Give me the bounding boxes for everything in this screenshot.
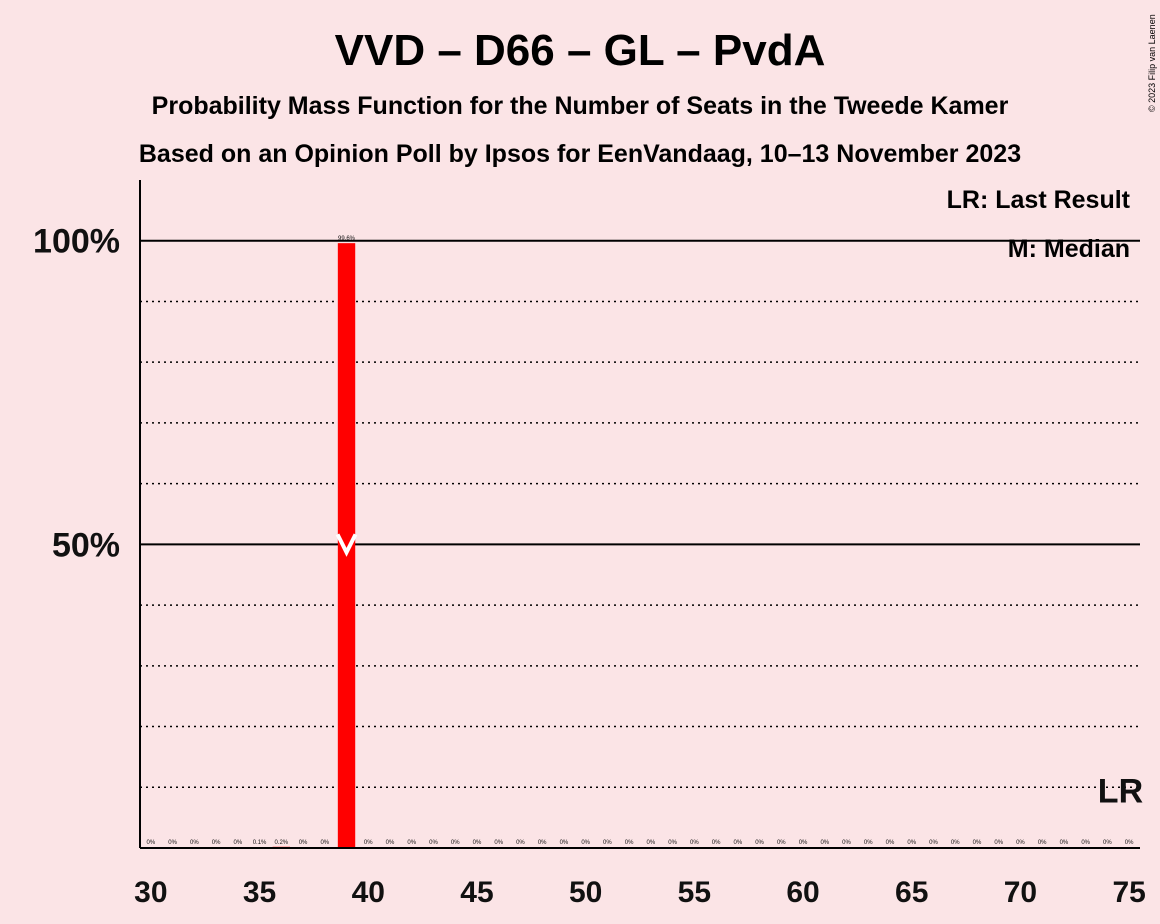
bar-label-64: 0%: [886, 840, 895, 846]
x-tick-label-55: 55: [678, 876, 711, 909]
bar-label-33: 0%: [212, 840, 221, 846]
bar-label-51: 0%: [603, 840, 612, 846]
markers: LR: [335, 533, 1143, 810]
bar-label-38: 0%: [320, 840, 329, 846]
y-tick-label-100: 100%: [33, 223, 120, 261]
bar-label-32: 0%: [190, 840, 199, 846]
bar-label-48: 0%: [538, 840, 547, 846]
bar-label-37: 0%: [299, 840, 308, 846]
bar-label-73: 0%: [1081, 840, 1090, 846]
bar-label-44: 0%: [451, 840, 460, 846]
bar-label-65: 0%: [907, 840, 916, 846]
bar-label-56: 0%: [712, 840, 721, 846]
bar-label-41: 0%: [386, 840, 395, 846]
bar-label-35: 0.1%: [253, 840, 267, 846]
bar-label-42: 0%: [407, 840, 416, 846]
bar-label-30: 0%: [147, 840, 156, 846]
bar-label-75: 0%: [1125, 840, 1134, 846]
bar-label-55: 0%: [690, 840, 699, 846]
bar-label-47: 0%: [516, 840, 525, 846]
bar-label-58: 0%: [755, 840, 764, 846]
x-tick-label-70: 70: [1004, 876, 1037, 909]
bar-label-69: 0%: [994, 840, 1003, 846]
bar-label-34: 0%: [233, 840, 242, 846]
x-axis: 30 35 40 45 50 55 60 65 70 75: [134, 847, 1146, 909]
chart-subtitle-2: Based on an Opinion Poll by Ipsos for Ee…: [139, 140, 1021, 168]
x-tick-label-45: 45: [460, 876, 493, 909]
bar-label-62: 0%: [842, 840, 851, 846]
x-tick-label-60: 60: [786, 876, 819, 909]
bar-label-72: 0%: [1060, 840, 1069, 846]
x-tick-label-40: 40: [352, 876, 385, 909]
bar-label-46: 0%: [494, 840, 503, 846]
legend-median: M: Median: [1008, 235, 1130, 263]
copyright-note: © 2023 Filip van Laenen: [1147, 14, 1157, 112]
bar-label-70: 0%: [1016, 840, 1025, 846]
bar-label-71: 0%: [1038, 840, 1047, 846]
y-axis: 50% 100%: [33, 180, 141, 848]
bar-label-60: 0%: [799, 840, 808, 846]
bar-label-74: 0%: [1103, 840, 1112, 846]
y-tick-label-50: 50%: [52, 526, 120, 564]
x-tick-label-35: 35: [243, 876, 276, 909]
bar-label-63: 0%: [864, 840, 873, 846]
bar-label-68: 0%: [973, 840, 982, 846]
bar-label-39: 99.6%: [338, 236, 356, 242]
bar-39: [337, 243, 356, 848]
bar-label-36: 0.2%: [274, 840, 288, 846]
bar-label-67: 0%: [951, 840, 960, 846]
bar-label-45: 0%: [473, 840, 482, 846]
x-tick-label-65: 65: [895, 876, 928, 909]
bar-label-50: 0%: [581, 840, 590, 846]
grid-lines: [140, 239, 1140, 789]
x-tick-label-30: 30: [134, 876, 167, 909]
chart-subtitle-1: Probability Mass Function for the Number…: [152, 92, 1009, 120]
bar-label-61: 0%: [820, 840, 829, 846]
median-marker: [335, 533, 358, 557]
bar-label-53: 0%: [647, 840, 656, 846]
bar-label-43: 0%: [429, 840, 438, 846]
bar-label-40: 0%: [364, 840, 373, 846]
last-result-marker: LR: [1098, 772, 1143, 810]
bar-label-54: 0%: [668, 840, 677, 846]
bar-value-labels: 0% 0% 0% 0% 0% 0.1% 0.2% 0% 0% 99.6% 0% 0% 0% 0% 0% 0% 0…: [147, 236, 1135, 846]
bar-label-49: 0%: [560, 840, 569, 846]
x-tick-label-50: 50: [569, 876, 602, 909]
bars: [250, 243, 356, 848]
legend-last-result: LR: Last Result: [947, 186, 1131, 214]
bar-label-31: 0%: [168, 840, 177, 846]
bar-label-57: 0%: [733, 840, 742, 846]
bar-label-59: 0%: [777, 840, 786, 846]
bar-label-52: 0%: [625, 840, 634, 846]
x-tick-label-75: 75: [1112, 876, 1145, 909]
chart-title: VVD – D66 – GL – PvdA: [335, 26, 826, 75]
bar-label-66: 0%: [929, 840, 938, 846]
